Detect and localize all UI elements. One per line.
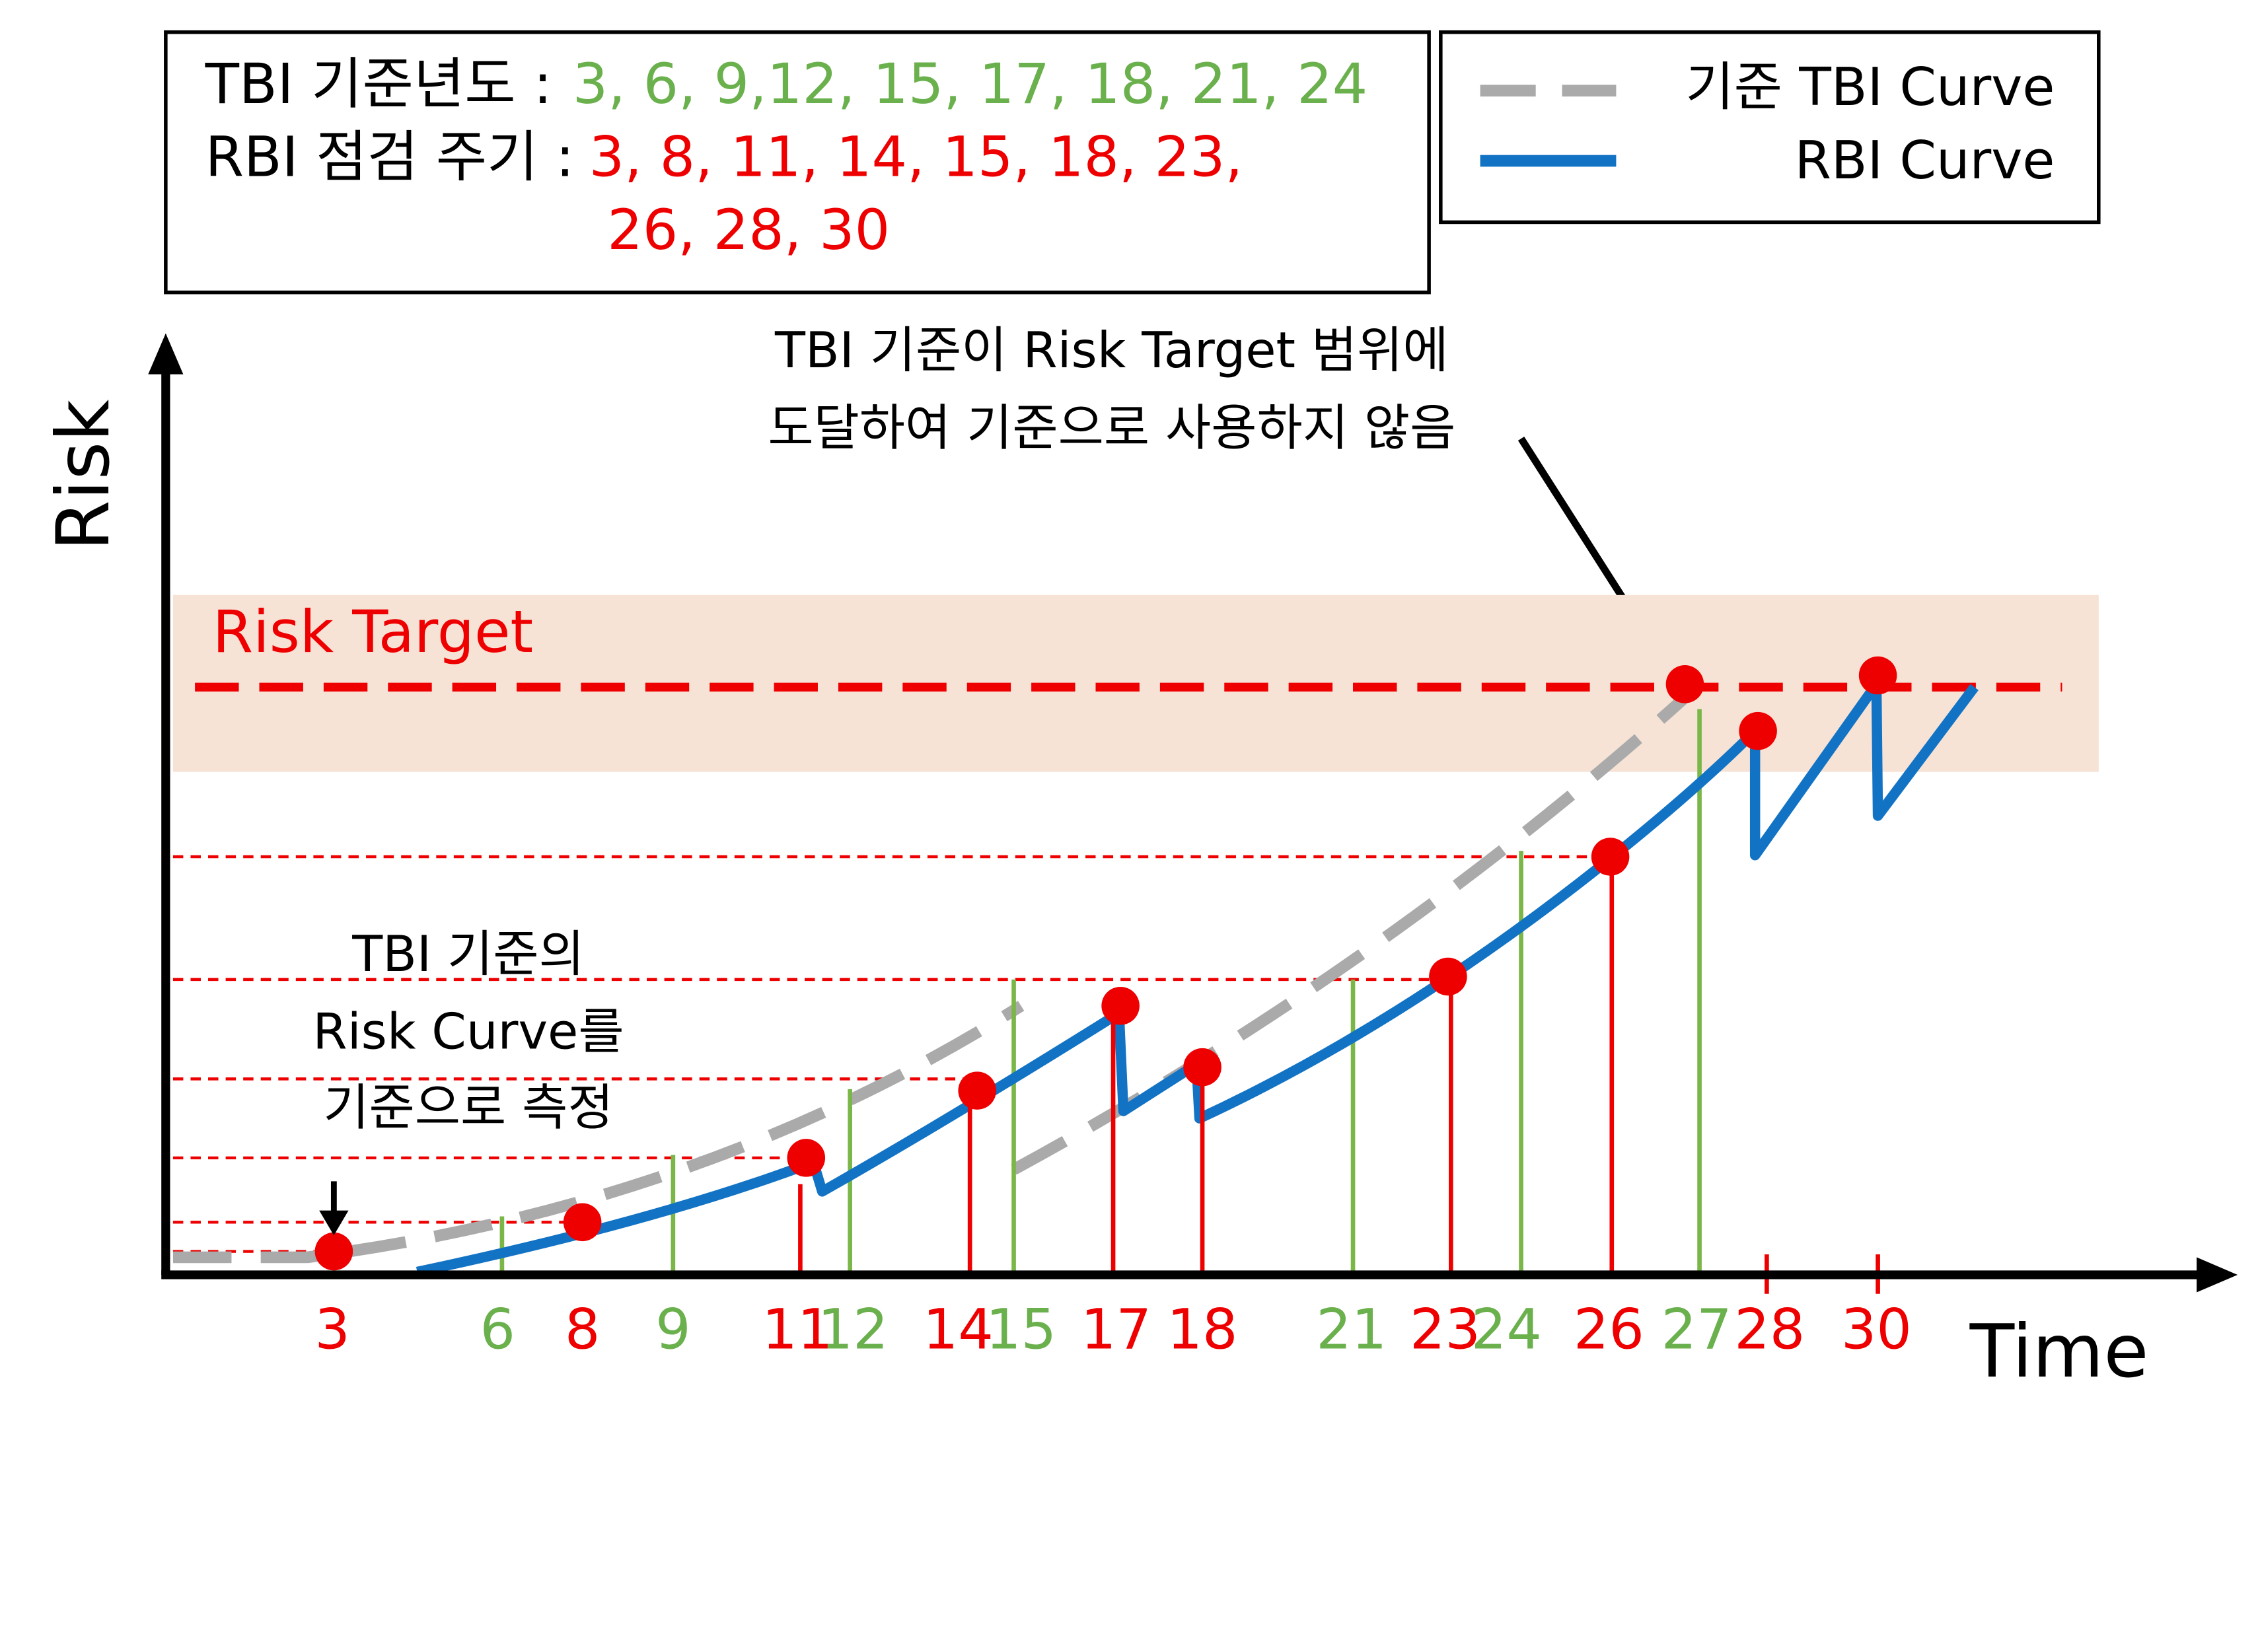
x-label: 17 [1081, 1297, 1151, 1361]
x-label: 12 [818, 1297, 889, 1361]
annotation: TBI 기준이 Risk Target 범위에 [774, 321, 1449, 379]
info-box [164, 30, 1431, 295]
inspection-point [1739, 711, 1777, 750]
annotation: TBI 기준의 [351, 925, 584, 983]
rbi-years: 3, 8, 11, 14, 15, 18, 23, [589, 124, 1243, 189]
rbi-years: 26, 28, 30 [607, 198, 890, 262]
x-label: 21 [1316, 1297, 1387, 1361]
rbi-label: RBI 점검 주기 : [205, 124, 575, 189]
x-label: 28 [1734, 1297, 1805, 1361]
inspection-point [1858, 656, 1897, 695]
inspection-point [1665, 665, 1704, 703]
inspection-point [563, 1203, 602, 1242]
rbi-markers [798, 859, 1880, 1294]
info-line: RBI 점검 주기 :3, 8, 11, 14, 15, 18, 23, [205, 124, 1243, 189]
arrow-head [319, 1210, 349, 1236]
x-label: 9 [655, 1297, 691, 1361]
inspection-point [1429, 957, 1467, 996]
x-label: 6 [480, 1297, 516, 1361]
x-label: 14 [923, 1297, 994, 1361]
x-labels: 6 9 12 15 21 24 27 3 8 11 14 17 18 23 26 28 30 [314, 1297, 1911, 1361]
info-line: TBI 기준년도 : 3, 6, 9,12, 15, 17, 18, 21, 24 [205, 52, 1368, 116]
inspection-point [787, 1139, 826, 1177]
inspection-point [1183, 1048, 1221, 1087]
risk-target-label: Risk Target [213, 598, 533, 666]
x-axis-label: Time [1969, 1309, 2149, 1394]
x-label: 23 [1410, 1297, 1480, 1361]
annotation: 도달하여 기준으로 사용하지 않음 [768, 398, 1455, 456]
annotation: Risk Curve를 [312, 1002, 624, 1060]
arrow-head [148, 333, 184, 375]
inspection-point [314, 1232, 353, 1271]
x-label: 24 [1471, 1297, 1542, 1361]
arrow-head [2197, 1257, 2238, 1293]
inspection-point [1591, 838, 1630, 876]
annotation: 기준으로 측정 [323, 1079, 613, 1137]
inspection-points [314, 656, 1897, 1271]
inspection-point [958, 1071, 996, 1110]
x-label: 18 [1167, 1297, 1238, 1361]
inspection-point [1101, 986, 1140, 1025]
y-axis-label: Risk [41, 400, 126, 551]
x-label: 30 [1841, 1297, 1912, 1361]
x-label: 15 [986, 1297, 1056, 1361]
legend-label: RBI Curve [1795, 129, 2055, 191]
x-label: 26 [1574, 1297, 1644, 1361]
x-label: 3 [314, 1297, 350, 1361]
x-label: 27 [1661, 1297, 1732, 1361]
legend-label: 기준 TBI Curve [1685, 56, 2055, 118]
tbi-years: 3, 6, 9,12, 15, 17, 18, 21, 24 [573, 52, 1368, 116]
legend-box [1439, 30, 2101, 225]
tbi-label: TBI 기준년도 : [205, 52, 552, 116]
x-label: 8 [565, 1297, 601, 1361]
x-label: 11 [762, 1297, 832, 1361]
